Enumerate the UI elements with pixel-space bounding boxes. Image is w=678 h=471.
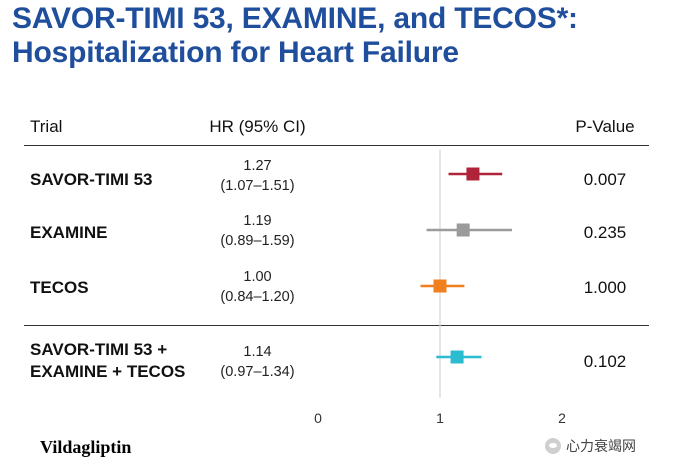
p-value: 0.007	[583, 170, 627, 189]
hr-value: 1.14 (0.97–1.34)	[205, 342, 310, 382]
p-value: 1.000	[583, 278, 627, 297]
hr-marker	[450, 350, 464, 364]
header-trial: Trial	[30, 117, 63, 136]
trial-name: EXAMINE	[30, 223, 108, 242]
watermark: 心力衰竭网	[545, 436, 636, 456]
header-rule	[24, 145, 649, 146]
hr-ci: (0.89–1.59)	[220, 233, 295, 249]
title-line-1: SAVOR-TIMI 53, EXAMINE, and TECOS*:	[12, 2, 578, 35]
wechat-icon	[545, 438, 561, 454]
hr-value: 1.00 (0.84–1.20)	[205, 267, 310, 307]
x-tick-label: 2	[558, 410, 566, 426]
slide-title: SAVOR-TIMI 53, EXAMINE, and TECOS*: Hosp…	[12, 2, 578, 70]
header-pvalue: P-Value	[575, 117, 635, 136]
hr-estimate: 1.19	[243, 213, 272, 229]
hr-estimate: 1.00	[243, 269, 272, 285]
trial-name-line-2: EXAMINE + TECOS	[30, 362, 186, 381]
hr-estimate: 1.27	[243, 158, 272, 174]
hr-marker	[456, 223, 470, 237]
hr-value: 1.19 (0.89–1.59)	[205, 211, 310, 251]
x-tick-label: 1	[436, 410, 444, 426]
hr-marker	[466, 167, 480, 181]
hr-ci: (1.07–1.51)	[220, 178, 295, 194]
trial-name-pooled: SAVOR-TIMI 53 + EXAMINE + TECOS	[30, 339, 185, 383]
hr-marker	[433, 279, 447, 293]
p-value: 0.102	[583, 352, 627, 371]
footnote-drug: Vildagliptin	[40, 437, 132, 457]
trial-name-line-1: SAVOR-TIMI 53 +	[30, 340, 168, 359]
p-value: 0.235	[583, 223, 627, 242]
hr-estimate: 1.14	[243, 344, 272, 360]
pooled-rule	[24, 325, 649, 326]
trial-name: TECOS	[30, 278, 89, 297]
header-hr: HR (95% CI)	[209, 117, 306, 136]
title-line-2: Hospitalization for Heart Failure	[12, 36, 459, 69]
x-tick-label: 0	[314, 410, 322, 426]
watermark-text: 心力衰竭网	[566, 438, 636, 454]
hr-ci: (0.84–1.20)	[220, 289, 295, 305]
hr-ci: (0.97–1.34)	[220, 364, 295, 380]
hr-value: 1.27 (1.07–1.51)	[205, 156, 310, 196]
trial-name: SAVOR-TIMI 53	[30, 170, 153, 189]
